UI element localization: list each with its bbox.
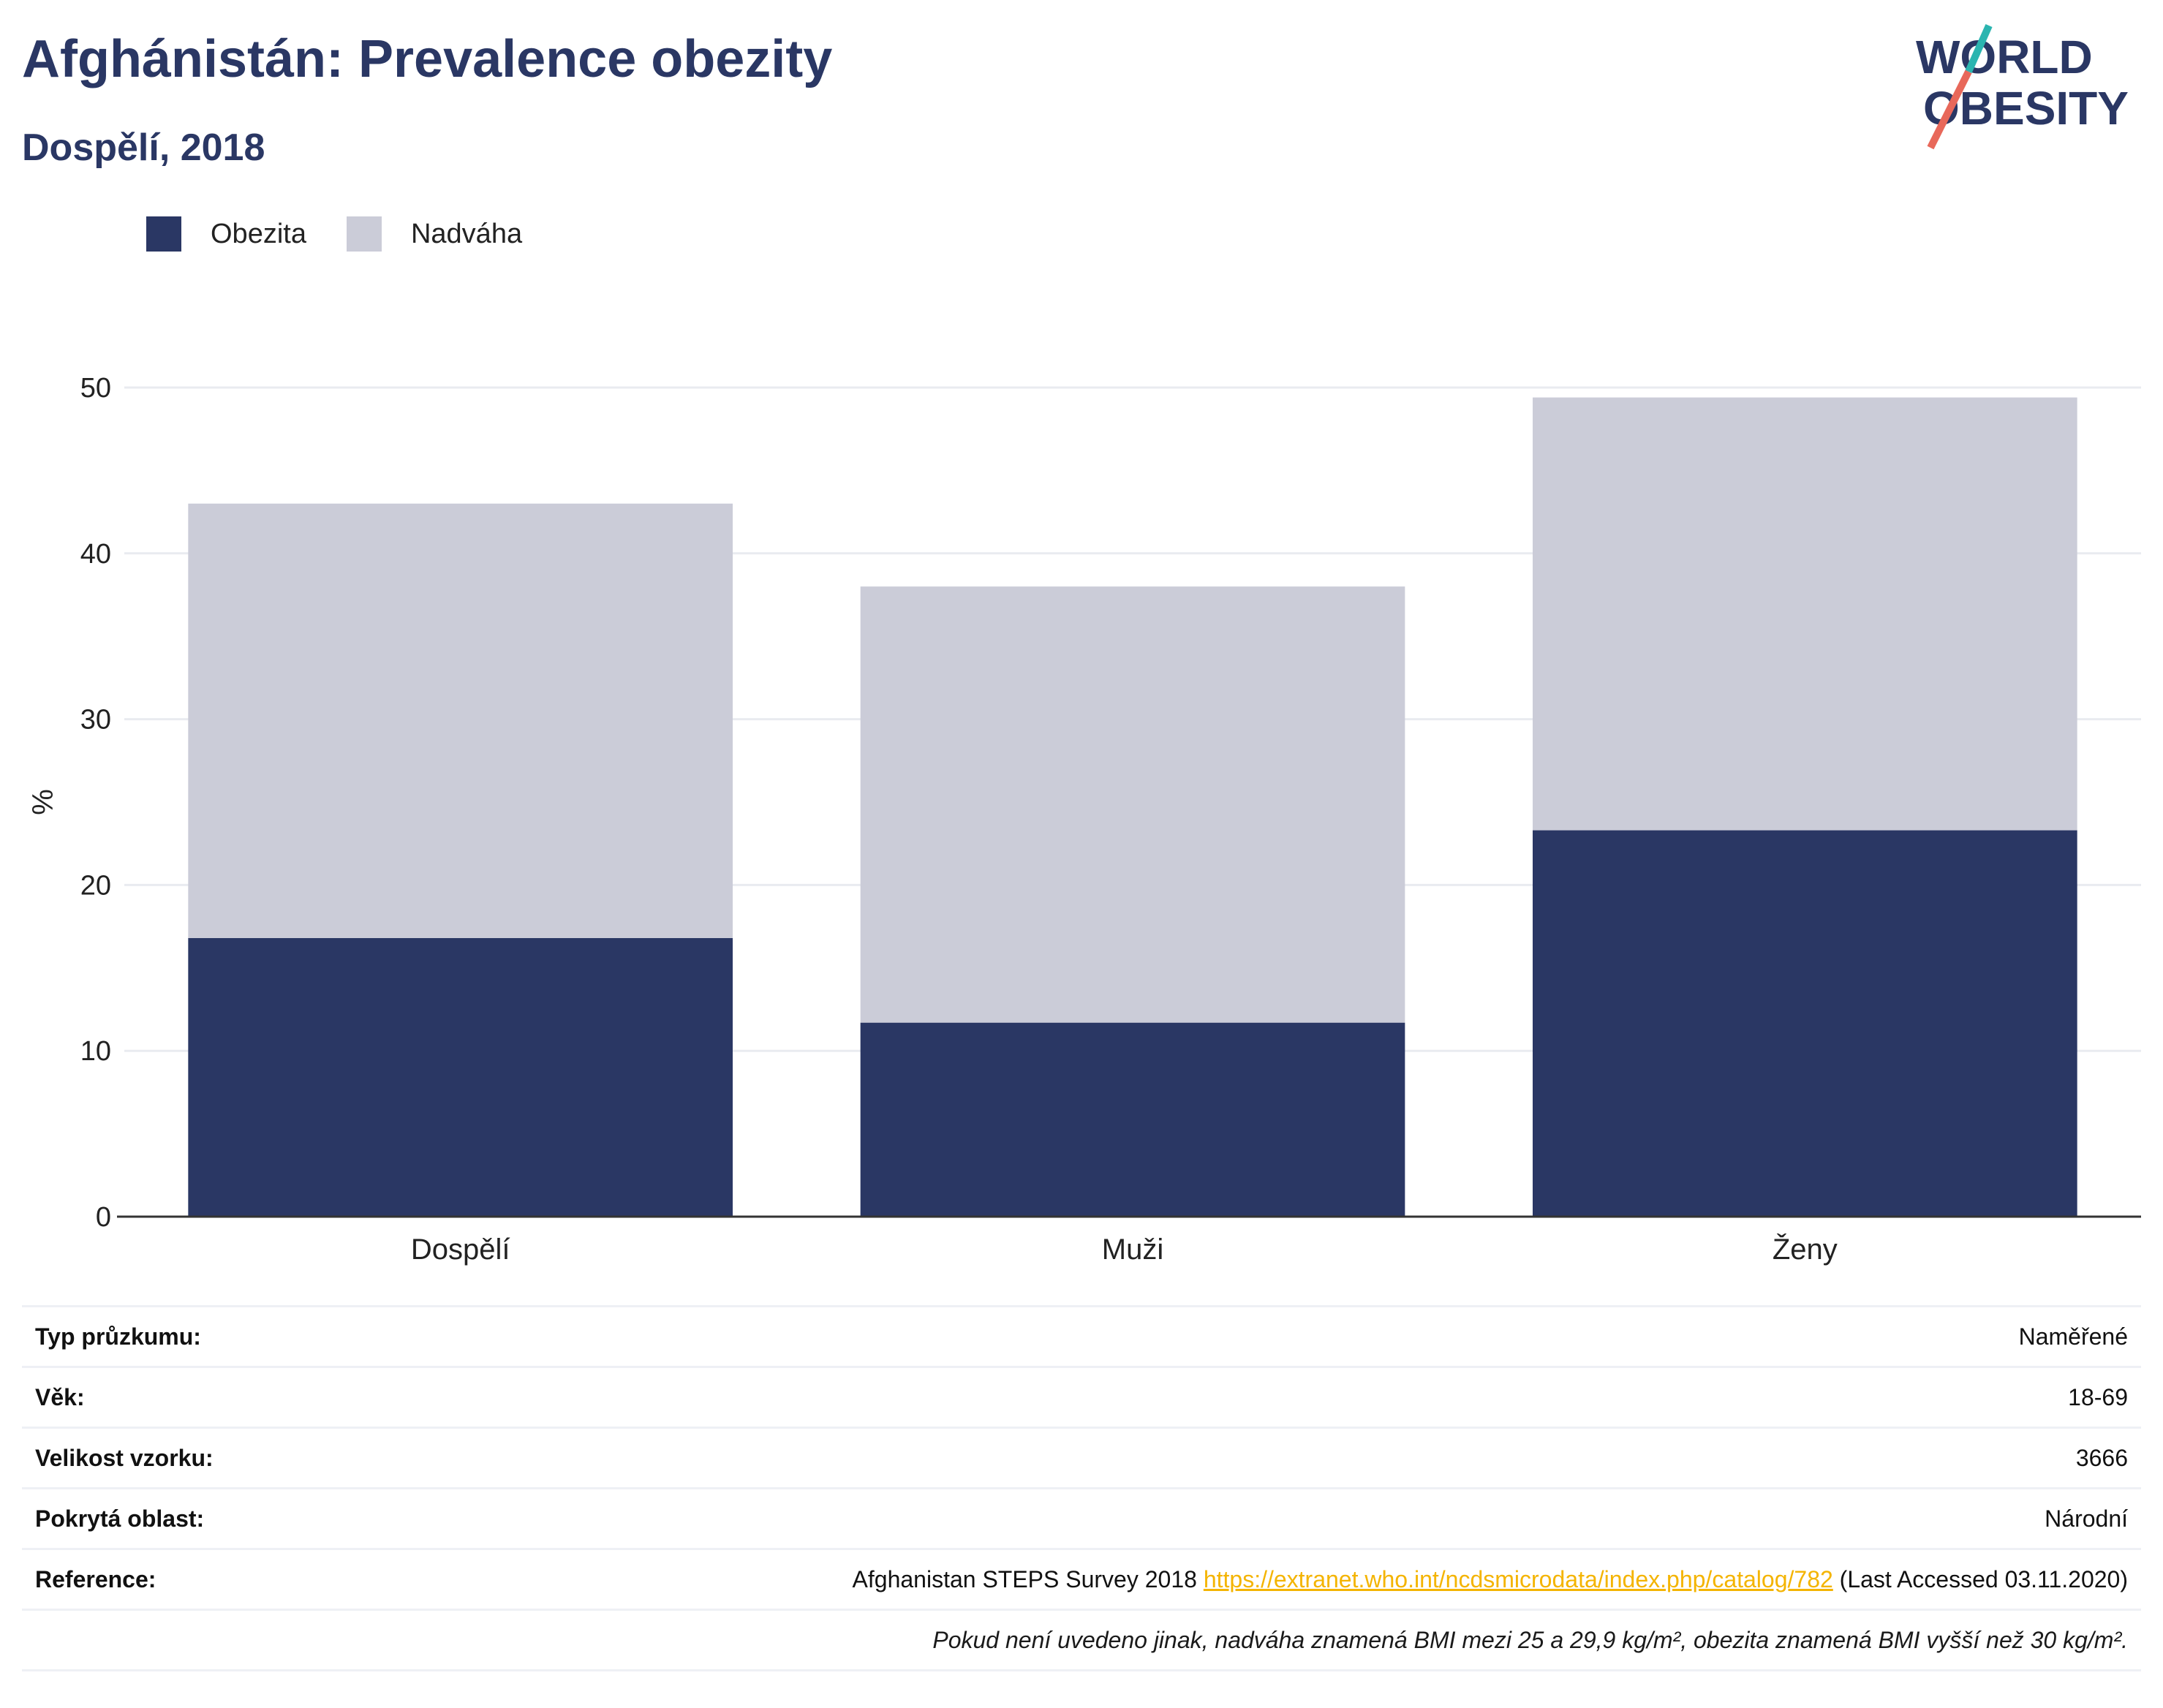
legend-label-overweight: Nadváha bbox=[410, 218, 523, 249]
x-tick-label: Dospělí bbox=[411, 1233, 510, 1266]
definition-note-row: Pokud není uvedeno jinak, nadváha znamen… bbox=[22, 1609, 2141, 1671]
info-value: 3666 bbox=[2075, 1444, 2128, 1471]
bar-obesity bbox=[1533, 830, 2077, 1217]
legend-swatch-obesity bbox=[146, 216, 181, 252]
legend-item-overweight[interactable]: Nadváha bbox=[346, 216, 523, 252]
y-tick-label: 40 bbox=[80, 539, 111, 570]
stacked-bar-chart: 0 10 20 30 40 50% Dospělí Muži Ženy bbox=[27, 373, 2141, 1266]
y-tick-label: 10 bbox=[80, 1036, 111, 1067]
reference-suffix: (Last Accessed 03.11.2020) bbox=[1839, 1565, 2128, 1592]
info-row-survey-type: Typ průzkumu: Naměřené bbox=[22, 1305, 2141, 1366]
legend-swatch-overweight bbox=[346, 216, 382, 252]
x-tick-label: Muži bbox=[1102, 1233, 1163, 1266]
logo-slash-teal bbox=[1965, 23, 1993, 74]
y-axis-label: % bbox=[27, 789, 59, 815]
bar-overweight bbox=[1533, 397, 2077, 831]
legend-item-obesity[interactable]: Obezita bbox=[146, 216, 306, 252]
bar-obesity bbox=[860, 1022, 1405, 1217]
chart-legend: Obezita Nadváha bbox=[146, 216, 562, 252]
info-row-sample-size: Velikost vzorku: 3666 bbox=[22, 1427, 2141, 1487]
survey-info-table: Typ průzkumu: Naměřené Věk: 18-69 Veliko… bbox=[22, 1305, 2141, 1671]
x-tick-label: Ženy bbox=[1773, 1233, 1838, 1266]
bar-overweight bbox=[188, 503, 733, 938]
reference-text: Afghanistan STEPS Survey 2018 bbox=[852, 1565, 1197, 1592]
y-tick-label: 0 bbox=[96, 1202, 111, 1233]
info-key: Reference: bbox=[35, 1565, 156, 1592]
chart-subtitle: Dospělí, 2018 bbox=[22, 126, 265, 169]
info-value: 18-69 bbox=[2068, 1383, 2128, 1410]
info-key: Velikost vzorku: bbox=[35, 1444, 214, 1471]
logo-line1: WORLD bbox=[1916, 31, 2093, 83]
info-key: Typ průzkumu: bbox=[35, 1323, 201, 1350]
logo-slash-red bbox=[1927, 69, 1972, 150]
info-row-age: Věk: 18-69 bbox=[22, 1366, 2141, 1427]
info-row-coverage: Pokrytá oblast: Národní bbox=[22, 1487, 2141, 1548]
legend-label-obesity: Obezita bbox=[211, 218, 306, 249]
info-key: Věk: bbox=[35, 1383, 85, 1410]
chart-title: Afghánistán: Prevalence obezity bbox=[22, 30, 833, 88]
y-tick-label: 50 bbox=[80, 373, 111, 404]
info-key: Pokrytá oblast: bbox=[35, 1505, 205, 1532]
y-tick-label: 30 bbox=[80, 705, 111, 736]
world-obesity-logo: WORLD OBESITY bbox=[1916, 23, 2129, 150]
bar-obesity bbox=[188, 937, 733, 1217]
info-value: Národní bbox=[2045, 1505, 2128, 1532]
y-tick-label: 20 bbox=[80, 870, 111, 901]
info-row-reference: Reference: Afghanistan STEPS Survey 2018… bbox=[22, 1548, 2141, 1609]
reference-value: Afghanistan STEPS Survey 2018 https://ex… bbox=[853, 1566, 2128, 1593]
reference-link[interactable]: https://extranet.who.int/ncdsmicrodata/i… bbox=[1203, 1565, 1833, 1592]
info-value: Naměřené bbox=[2018, 1323, 2128, 1350]
definition-note: Pokud není uvedeno jinak, nadváha znamen… bbox=[932, 1626, 2128, 1653]
bar-overweight bbox=[860, 586, 1405, 1023]
